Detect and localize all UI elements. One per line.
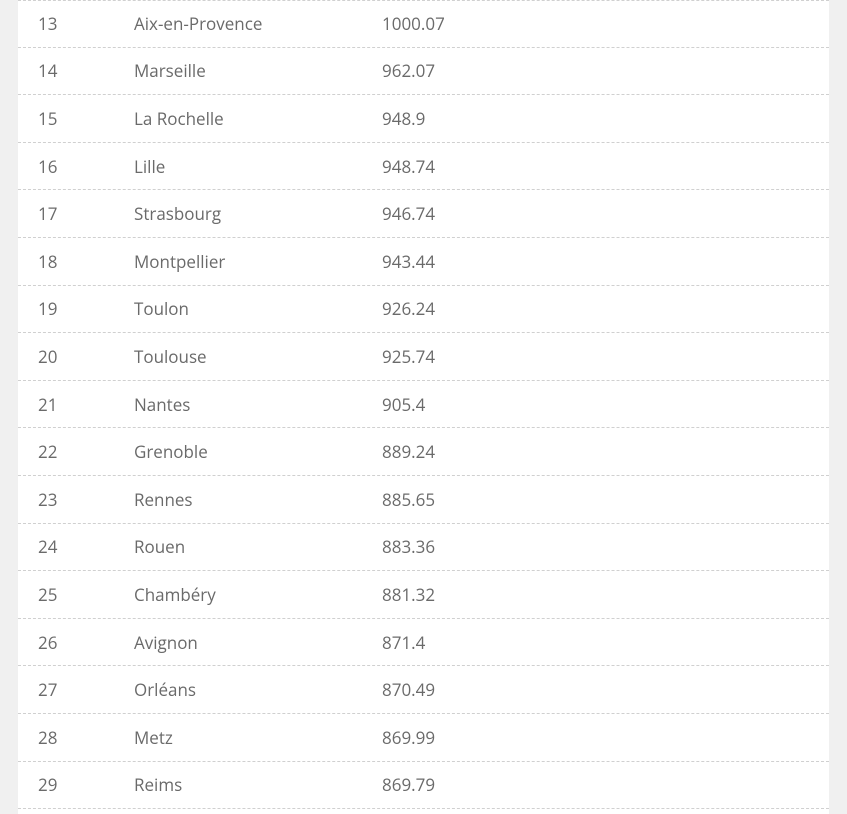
rank-cell: 29 — [34, 773, 134, 796]
city-cell: Aix-en-Provence — [134, 12, 382, 35]
city-cell: Nantes — [134, 393, 382, 416]
rank-cell: 24 — [34, 535, 134, 558]
city-cell: Montpellier — [134, 250, 382, 273]
value-cell: 948.9 — [382, 107, 813, 130]
table-row: 26 Avignon 871.4 — [18, 619, 829, 667]
city-cell: Marseille — [134, 59, 382, 82]
city-cell: La Rochelle — [134, 107, 382, 130]
table-row: 18 Montpellier 943.44 — [18, 238, 829, 286]
rank-cell: 26 — [34, 631, 134, 654]
rank-cell: 20 — [34, 345, 134, 368]
value-cell: 870.49 — [382, 678, 813, 701]
rank-cell: 27 — [34, 678, 134, 701]
value-cell: 871.4 — [382, 631, 813, 654]
city-cell: Metz — [134, 726, 382, 749]
table-row: 23 Rennes 885.65 — [18, 476, 829, 524]
rank-cell: 13 — [34, 12, 134, 35]
city-cell: Avignon — [134, 631, 382, 654]
city-cell: Chambéry — [134, 583, 382, 606]
table-row: 13 Aix-en-Provence 1000.07 — [18, 0, 829, 48]
rank-cell: 19 — [34, 297, 134, 320]
rank-cell: 22 — [34, 440, 134, 463]
rank-cell: 28 — [34, 726, 134, 749]
value-cell: 869.99 — [382, 726, 813, 749]
table-row: 28 Metz 869.99 — [18, 714, 829, 762]
table-row: 22 Grenoble 889.24 — [18, 428, 829, 476]
table-row: 20 Toulouse 925.74 — [18, 333, 829, 381]
city-cell: Rouen — [134, 535, 382, 558]
table-row: 29 Reims 869.79 — [18, 762, 829, 810]
table-row: 15 La Rochelle 948.9 — [18, 95, 829, 143]
rank-cell: 23 — [34, 488, 134, 511]
rank-cell: 25 — [34, 583, 134, 606]
table-row: 16 Lille 948.74 — [18, 143, 829, 191]
city-cell: Orléans — [134, 678, 382, 701]
value-cell: 926.24 — [382, 297, 813, 320]
table-row: 17 Strasbourg 946.74 — [18, 190, 829, 238]
table-row: 24 Rouen 883.36 — [18, 524, 829, 572]
rank-cell: 21 — [34, 393, 134, 416]
city-cell: Grenoble — [134, 440, 382, 463]
value-cell: 948.74 — [382, 155, 813, 178]
rank-cell: 15 — [34, 107, 134, 130]
table-row: 14 Marseille 962.07 — [18, 48, 829, 96]
rank-cell: 14 — [34, 59, 134, 82]
city-cell: Toulon — [134, 297, 382, 320]
rank-cell: 18 — [34, 250, 134, 273]
value-cell: 943.44 — [382, 250, 813, 273]
city-cell: Lille — [134, 155, 382, 178]
rank-cell: 17 — [34, 202, 134, 225]
rank-cell: 16 — [34, 155, 134, 178]
value-cell: 885.65 — [382, 488, 813, 511]
value-cell: 962.07 — [382, 59, 813, 82]
city-cell: Reims — [134, 773, 382, 796]
value-cell: 946.74 — [382, 202, 813, 225]
value-cell: 869.79 — [382, 773, 813, 796]
table-row: 21 Nantes 905.4 — [18, 381, 829, 429]
value-cell: 905.4 — [382, 393, 813, 416]
value-cell: 883.36 — [382, 535, 813, 558]
city-cell: Toulouse — [134, 345, 382, 368]
table-row: 27 Orléans 870.49 — [18, 666, 829, 714]
value-cell: 925.74 — [382, 345, 813, 368]
value-cell: 889.24 — [382, 440, 813, 463]
table-row: 25 Chambéry 881.32 — [18, 571, 829, 619]
table-row: 19 Toulon 926.24 — [18, 286, 829, 334]
city-cell: Strasbourg — [134, 202, 382, 225]
data-table: 13 Aix-en-Provence 1000.07 14 Marseille … — [18, 0, 829, 814]
value-cell: 1000.07 — [382, 12, 813, 35]
city-cell: Rennes — [134, 488, 382, 511]
value-cell: 881.32 — [382, 583, 813, 606]
